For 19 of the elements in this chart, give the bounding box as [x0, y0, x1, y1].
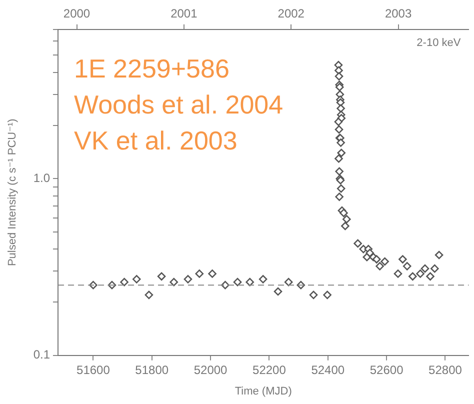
x2-tick-label: 2002	[278, 6, 305, 21]
x-tick-label: 51600	[76, 362, 110, 377]
x-tick-label: 52000	[194, 362, 228, 377]
annotation: 1E 2259+586	[74, 54, 230, 84]
x-tick-label: 52200	[252, 362, 286, 377]
x-tick-label: 52800	[428, 362, 462, 377]
x-tick-label: 52400	[311, 362, 345, 377]
annotation: VK et al. 2003	[74, 126, 238, 156]
x2-tick-label: 2003	[384, 6, 412, 21]
x-axis-title: Time (MJD)	[234, 385, 292, 398]
annotation: 2-10 keV	[416, 36, 462, 49]
y-tick-label: 1.0	[33, 171, 50, 186]
x-tick-label: 51800	[135, 362, 169, 377]
y-axis-title: Pulsed Intensity (c s⁻¹ PCU⁻¹)	[6, 118, 19, 266]
annotation: Woods et al. 2004	[74, 90, 284, 120]
y-tick-label: 0.1	[33, 348, 50, 362]
x-tick-label: 52600	[370, 362, 404, 377]
x2-tick-label: 2000	[63, 6, 90, 21]
x2-tick-label: 2001	[170, 6, 198, 21]
